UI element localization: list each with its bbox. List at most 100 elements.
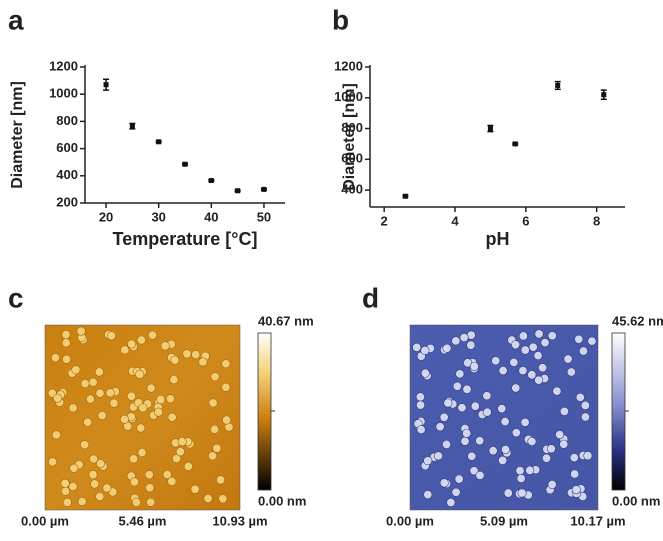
- particle: [147, 330, 157, 340]
- y-tick-label: 1000: [49, 86, 78, 101]
- particle: [156, 394, 166, 404]
- particle: [451, 487, 461, 497]
- particle: [109, 398, 119, 408]
- particle: [94, 367, 104, 377]
- data-point: [402, 193, 408, 199]
- particle: [446, 497, 456, 507]
- particle: [547, 479, 557, 489]
- particle: [61, 330, 71, 340]
- particle: [89, 454, 99, 464]
- particle: [69, 463, 79, 473]
- particle: [95, 459, 105, 469]
- particle: [138, 403, 148, 413]
- data-point: [512, 141, 518, 147]
- particle: [578, 346, 588, 356]
- x-axis-label: pH: [486, 229, 510, 249]
- data-point: [208, 178, 214, 184]
- particle: [80, 440, 90, 450]
- particle: [169, 375, 179, 385]
- x-scale-label: 5.09 µm: [480, 513, 528, 528]
- particle: [511, 383, 521, 393]
- particle: [415, 392, 425, 402]
- particle: [146, 497, 156, 507]
- particle: [516, 473, 526, 483]
- particle: [501, 445, 511, 455]
- x-scale-label: 0.00 µm: [386, 513, 434, 528]
- particle: [511, 340, 521, 350]
- particle: [559, 406, 569, 416]
- particle: [566, 367, 576, 377]
- panel-letter: c: [8, 282, 24, 313]
- particle: [423, 490, 433, 500]
- particle: [50, 353, 60, 363]
- particle: [177, 437, 187, 447]
- particle: [475, 436, 485, 446]
- data-point: [156, 139, 162, 145]
- particle: [68, 403, 78, 413]
- particle: [145, 483, 155, 493]
- particle: [555, 430, 565, 440]
- color-bar: [611, 332, 626, 491]
- particle: [462, 428, 472, 438]
- y-tick-label: 800: [341, 120, 363, 135]
- x-tick-label: 2: [381, 213, 388, 228]
- particle: [208, 398, 218, 408]
- particle: [183, 461, 193, 471]
- data-point: [261, 186, 267, 192]
- y-tick-label: 1000: [334, 89, 363, 104]
- particle: [129, 454, 139, 464]
- x-scale-label: 10.93 µm: [212, 513, 267, 528]
- particle: [442, 439, 452, 449]
- particle: [83, 417, 93, 427]
- particle: [503, 488, 513, 498]
- particle: [412, 342, 422, 352]
- particle: [165, 394, 175, 404]
- particle: [221, 359, 231, 369]
- particle: [127, 339, 137, 349]
- particle: [569, 453, 579, 463]
- particle: [146, 383, 156, 393]
- x-tick-label: 8: [593, 213, 600, 228]
- particle: [459, 333, 469, 343]
- scale-min-label: 0.00 nm: [612, 493, 660, 508]
- particle: [500, 417, 510, 427]
- y-tick-label: 600: [341, 151, 363, 166]
- x-axis-label: Temperature [°C]: [113, 229, 258, 249]
- panel-letter: b: [332, 4, 349, 35]
- particle: [570, 469, 580, 479]
- particle: [498, 455, 508, 465]
- y-tick-label: 400: [341, 182, 363, 197]
- particle: [542, 453, 552, 463]
- particle: [170, 355, 180, 365]
- particle: [207, 451, 217, 461]
- particle: [154, 407, 164, 417]
- particle: [85, 394, 95, 404]
- particle: [469, 466, 479, 476]
- particle: [190, 484, 200, 494]
- particle: [68, 482, 78, 492]
- particle: [162, 470, 172, 480]
- particle: [491, 356, 501, 366]
- data-point: [487, 126, 493, 132]
- color-bar: [257, 332, 272, 491]
- particle: [198, 357, 208, 367]
- particle: [583, 451, 593, 461]
- particle: [518, 366, 528, 376]
- x-scale-label: 5.46 µm: [119, 513, 167, 528]
- particle: [221, 382, 231, 392]
- particle: [144, 470, 154, 480]
- particle: [95, 388, 105, 398]
- particle: [466, 340, 476, 350]
- particle: [528, 342, 538, 352]
- x-scale-label: 0.00 µm: [21, 513, 69, 528]
- particle: [62, 354, 72, 364]
- data-point: [129, 123, 135, 129]
- data-point: [555, 82, 561, 88]
- particle: [216, 475, 226, 485]
- particle: [52, 393, 62, 403]
- particle: [61, 338, 71, 348]
- particle: [454, 474, 464, 484]
- particle: [102, 483, 112, 493]
- y-tick-label: 1200: [49, 58, 78, 73]
- particle: [547, 331, 557, 341]
